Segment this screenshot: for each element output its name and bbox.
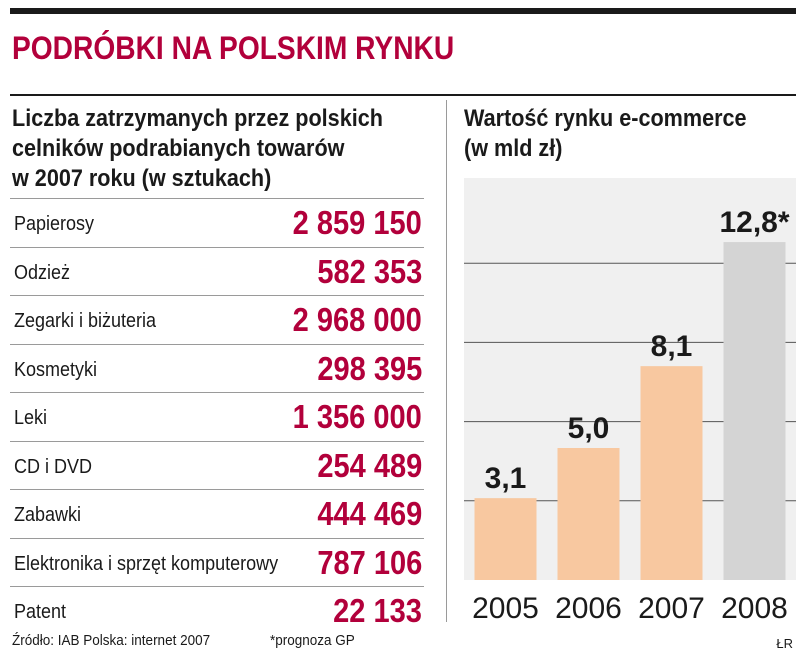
row-label: Leki: [14, 407, 48, 429]
row-value: 298 395: [317, 349, 422, 387]
table-title-line: Liczba zatrzymanych przez polskich: [12, 105, 383, 132]
row-label: Zabawki: [14, 504, 82, 526]
source-note: Źródło: IAB Polska: internet 2007: [12, 632, 211, 649]
data-label: 8,1: [651, 330, 693, 363]
table-row: Kosmetyki 298 395: [10, 343, 424, 393]
table-title-line: w 2007 roku (w sztukach): [12, 165, 272, 192]
table-row: CD i DVD 254 489: [10, 440, 424, 490]
page-title: PODRÓBKI NA POLSKIM RYNKU: [12, 30, 455, 66]
bar: [557, 448, 620, 580]
table-row: Leki 1 356 000: [10, 392, 424, 441]
chart-title: Wartość rynku e-commerce (w mld zł): [464, 104, 747, 164]
table-row: Papierosy 2 859 150: [10, 198, 424, 247]
table-row: Zabawki 444 469: [10, 489, 424, 538]
chart-title-line: Wartość rynku e-commerce: [464, 105, 747, 132]
data-label: 12,8*: [719, 206, 789, 239]
bar: [640, 366, 703, 580]
row-label: Elektronika i sprzęt komputerowy: [14, 552, 279, 575]
row-value: 254 489: [317, 446, 422, 484]
chart-panel: 3,1 2005 5,0 2006 8,1 2007 12,8* 2008: [464, 178, 796, 625]
row-value: 787 106: [317, 543, 422, 581]
table-title: Liczba zatrzymanych przez polskich celni…: [12, 104, 399, 194]
title-divider: [10, 94, 796, 96]
bar: [474, 498, 537, 580]
data-label: 3,1: [485, 462, 527, 495]
row-value: 22 133: [333, 592, 422, 629]
x-tick-label: 2008: [721, 592, 788, 625]
row-label: CD i DVD: [14, 455, 93, 478]
row-value: 2 859 150: [292, 204, 422, 241]
row-label: Kosmetyki: [14, 358, 98, 381]
forecast-note: *prognoza GP: [270, 632, 355, 649]
ecommerce-bar-chart: 3,1 2005 5,0 2006 8,1 2007 12,8* 2008: [464, 206, 796, 625]
chart-title-line: (w mld zł): [464, 135, 563, 162]
row-value: 444 469: [317, 495, 422, 532]
x-tick-label: 2007: [638, 592, 705, 625]
row-value: 582 353: [317, 252, 422, 290]
table-row: Elektronika i sprzęt komputerowy 787 106: [10, 537, 424, 587]
x-tick-label: 2006: [555, 592, 622, 625]
author-credit: ŁR: [776, 636, 793, 651]
panel-divider: [446, 100, 447, 622]
row-label: Odzież: [14, 261, 71, 284]
table-row: Patent 22 133: [10, 586, 424, 635]
table-row: Odzież 582 353: [10, 246, 424, 296]
table-title-line: celników podrabianych towarów: [12, 135, 345, 162]
data-label: 5,0: [568, 412, 610, 445]
x-tick-label: 2005: [472, 592, 539, 625]
row-value: 2 968 000: [292, 301, 422, 338]
row-value: 1 356 000: [292, 398, 422, 435]
table-row: Zegarki i biżuteria 2 968 000: [10, 295, 424, 344]
seizure-table: Papierosy 2 859 150 Odzież 582 353 Zegar…: [10, 198, 424, 635]
row-label: Patent: [14, 601, 67, 623]
top-rule: [10, 8, 796, 14]
bar: [723, 242, 786, 580]
row-label: Zegarki i biżuteria: [14, 310, 157, 332]
row-label: Papierosy: [14, 213, 95, 235]
